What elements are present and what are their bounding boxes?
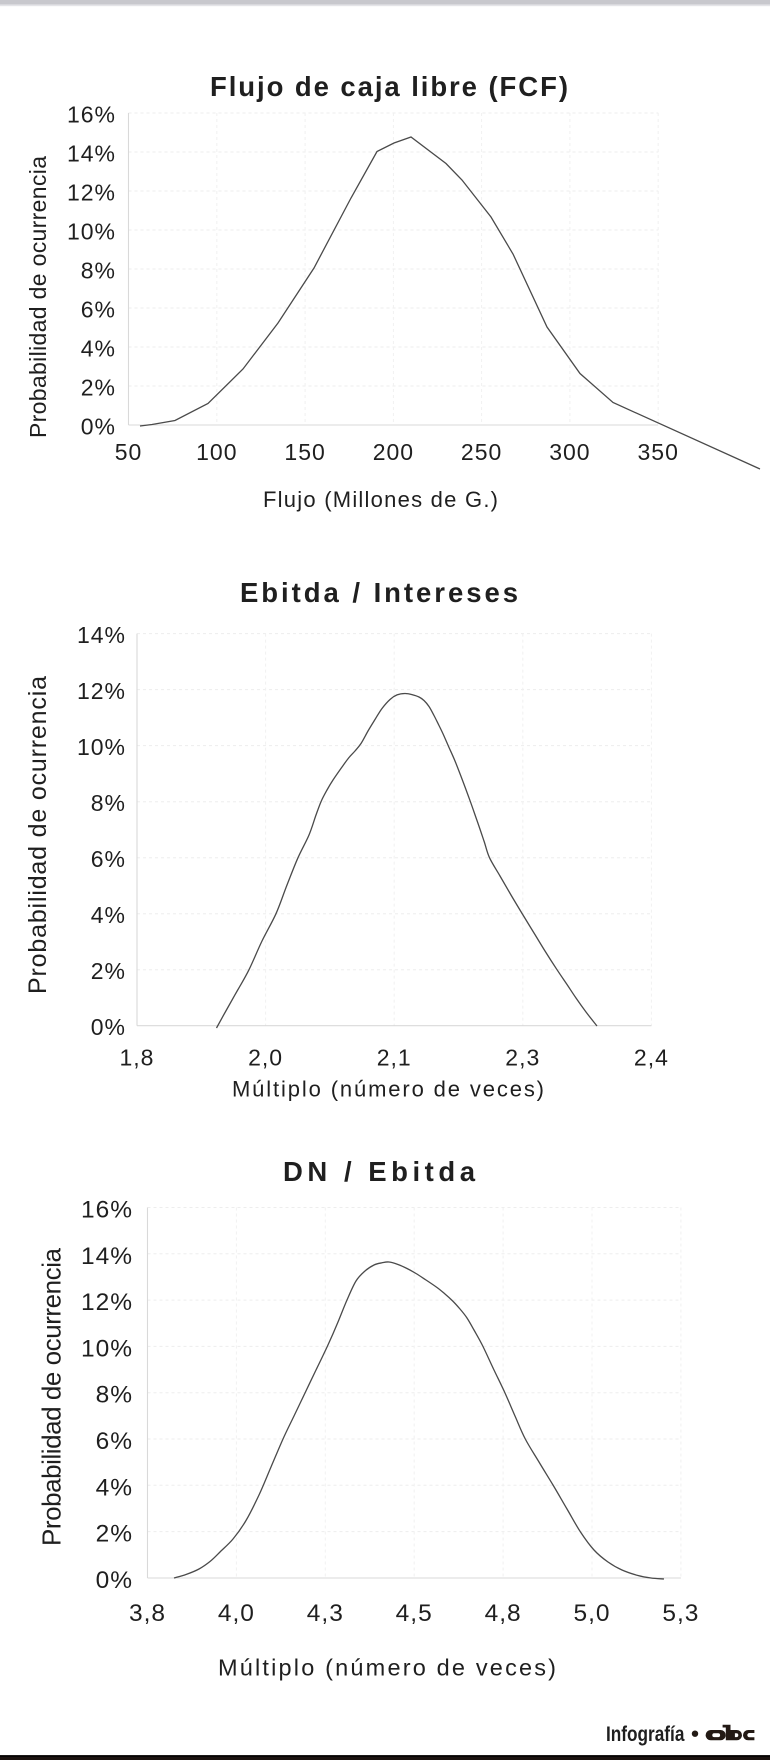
svg-text:4%: 4% [91,902,126,928]
svg-text:Múltiplo (número de veces): Múltiplo (número de veces) [232,1077,544,1102]
svg-text:0%: 0% [91,1014,126,1040]
svg-text:Probabilidad de ocurrencia: Probabilidad de ocurrencia [25,156,51,438]
svg-text:2%: 2% [91,958,126,984]
svg-text:2%: 2% [96,1521,133,1548]
svg-text:4,3: 4,3 [307,1600,344,1627]
svg-text:5,3: 5,3 [662,1600,699,1627]
svg-text:6%: 6% [81,297,116,323]
svg-text:DN / Ebitda: DN / Ebitda [283,1156,476,1187]
svg-text:Múltiplo (número de veces): Múltiplo (número de veces) [218,1655,556,1681]
svg-text:10%: 10% [77,734,126,760]
svg-text:14%: 14% [81,1243,133,1270]
svg-text:250: 250 [461,439,502,465]
svg-text:12%: 12% [77,678,126,704]
svg-text:4,8: 4,8 [485,1600,522,1627]
svg-text:6%: 6% [96,1428,133,1455]
svg-text:14%: 14% [77,622,126,648]
svg-text:8%: 8% [96,1382,133,1409]
svg-text:Probabilidad de ocurrencia: Probabilidad de ocurrencia [24,676,52,994]
svg-text:0%: 0% [96,1567,133,1594]
svg-text:Infografía: Infografía [606,1724,685,1747]
svg-text:3,8: 3,8 [129,1600,166,1627]
svg-text:4,5: 4,5 [396,1600,433,1627]
svg-text:Probabilidad de ocurrencia: Probabilidad de ocurrencia [37,1247,67,1546]
svg-text:350: 350 [638,439,679,465]
svg-text:0%: 0% [81,414,116,440]
svg-text:12%: 12% [81,1289,133,1316]
svg-text:5,0: 5,0 [573,1600,610,1627]
svg-text:Flujo (Millones de G.): Flujo (Millones de G.) [263,487,498,512]
svg-text:16%: 16% [67,102,116,128]
svg-text:100: 100 [196,439,237,465]
svg-text:14%: 14% [67,141,116,167]
svg-text:12%: 12% [67,180,116,206]
svg-text:10%: 10% [67,219,116,245]
svg-text:2%: 2% [81,375,116,401]
svg-text:2,1: 2,1 [377,1045,412,1071]
svg-text:16%: 16% [81,1197,133,1224]
svg-text:2,4: 2,4 [634,1045,669,1071]
svg-text:Flujo de caja libre (FCF): Flujo de caja libre (FCF) [210,71,568,102]
svg-text:4%: 4% [96,1474,133,1501]
svg-text:8%: 8% [91,790,126,816]
svg-text:8%: 8% [81,258,116,284]
svg-text:2,0: 2,0 [248,1045,283,1071]
svg-text:300: 300 [549,439,590,465]
svg-text:1,8: 1,8 [120,1045,155,1071]
svg-text:10%: 10% [81,1335,133,1362]
svg-text:4,0: 4,0 [218,1600,255,1627]
svg-text:200: 200 [373,439,414,465]
svg-text:4%: 4% [81,336,116,362]
svg-text:6%: 6% [91,846,126,872]
svg-text:50: 50 [115,439,143,465]
svg-text:150: 150 [284,439,325,465]
svg-text:Ebitda / Intereses: Ebitda / Intereses [240,577,518,608]
svg-text:2,3: 2,3 [505,1045,540,1071]
